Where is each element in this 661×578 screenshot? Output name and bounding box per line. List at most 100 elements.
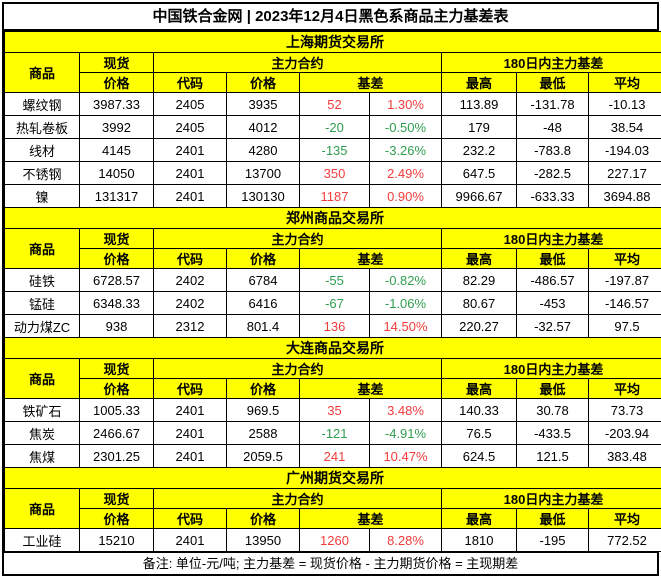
basis-180-avg: 97.5 xyxy=(589,315,661,338)
exchange-section-header: 广州期货交易所 xyxy=(5,468,661,489)
basis-180-low: -32.57 xyxy=(517,315,589,338)
basis-percent: -0.82% xyxy=(370,269,442,292)
col-main-contract: 主力合约 xyxy=(154,489,442,509)
basis-180-high: 179 xyxy=(442,116,517,139)
basis-value: -20 xyxy=(300,116,370,139)
exchange-name: 郑州商品交易所 xyxy=(5,208,661,229)
basis-180-avg: -10.13 xyxy=(589,93,661,116)
contract-code: 2402 xyxy=(154,292,227,315)
commodity-name: 热轧卷板 xyxy=(5,116,80,139)
basis-value: 35 xyxy=(300,399,370,422)
footer-note: 备注: 单位-元/吨; 主力基差 = 现货价格 - 主力期货价格 = 主现期差 xyxy=(4,552,657,574)
commodity-name: 线材 xyxy=(5,139,80,162)
contract-price: 6416 xyxy=(227,292,300,315)
exchange-name: 上海期货交易所 xyxy=(5,32,661,53)
basis-180-low: 121.5 xyxy=(517,445,589,468)
col-spot-price: 价格 xyxy=(80,509,154,529)
col-avg: 平均 xyxy=(589,73,661,93)
contract-price: 969.5 xyxy=(227,399,300,422)
basis-value: -121 xyxy=(300,422,370,445)
basis-180-low: -783.8 xyxy=(517,139,589,162)
basis-percent: 3.48% xyxy=(370,399,442,422)
col-avg: 平均 xyxy=(589,509,661,529)
col-low: 最低 xyxy=(517,249,589,269)
col-low: 最低 xyxy=(517,509,589,529)
basis-percent: 1.30% xyxy=(370,93,442,116)
col-avg: 平均 xyxy=(589,249,661,269)
basis-value: 136 xyxy=(300,315,370,338)
basis-value: 52 xyxy=(300,93,370,116)
basis-180-low: -48 xyxy=(517,116,589,139)
contract-code: 2401 xyxy=(154,139,227,162)
col-commodity: 商品 xyxy=(5,359,80,399)
basis-percent: 10.47% xyxy=(370,445,442,468)
contract-code: 2401 xyxy=(154,399,227,422)
column-header-row-2: 价格代码价格基差最高最低平均 xyxy=(5,379,661,399)
basis-percent: 8.28% xyxy=(370,529,442,552)
col-basis-180: 180日内主力基差 xyxy=(442,489,661,509)
contract-code: 2405 xyxy=(154,93,227,116)
col-high: 最高 xyxy=(442,509,517,529)
contract-price: 13950 xyxy=(227,529,300,552)
commodity-name: 焦炭 xyxy=(5,422,80,445)
spot-price: 6728.57 xyxy=(80,269,154,292)
col-high: 最高 xyxy=(442,73,517,93)
contract-price: 2059.5 xyxy=(227,445,300,468)
col-basis-180: 180日内主力基差 xyxy=(442,359,661,379)
exchange-section-header: 大连商品交易所 xyxy=(5,338,661,359)
spot-price: 2466.67 xyxy=(80,422,154,445)
basis-value: -67 xyxy=(300,292,370,315)
commodity-name: 焦煤 xyxy=(5,445,80,468)
basis-180-avg: 227.17 xyxy=(589,162,661,185)
col-commodity: 商品 xyxy=(5,53,80,93)
basis-180-high: 76.5 xyxy=(442,422,517,445)
basis-180-avg: -194.03 xyxy=(589,139,661,162)
basis-180-high: 82.29 xyxy=(442,269,517,292)
contract-price: 130130 xyxy=(227,185,300,208)
col-spot-price: 价格 xyxy=(80,249,154,269)
col-high: 最高 xyxy=(442,379,517,399)
basis-180-low: -453 xyxy=(517,292,589,315)
basis-180-low: -195 xyxy=(517,529,589,552)
contract-code: 2312 xyxy=(154,315,227,338)
exchange-name: 广州期货交易所 xyxy=(5,468,661,489)
col-main-contract: 主力合约 xyxy=(154,229,442,249)
basis-180-high: 80.67 xyxy=(442,292,517,315)
column-header-row-2: 价格代码价格基差最高最低平均 xyxy=(5,73,661,93)
contract-price: 4012 xyxy=(227,116,300,139)
commodity-name: 工业硅 xyxy=(5,529,80,552)
col-spot: 现货 xyxy=(80,53,154,73)
spot-price: 938 xyxy=(80,315,154,338)
col-contract-price: 价格 xyxy=(227,509,300,529)
basis-180-high: 220.27 xyxy=(442,315,517,338)
col-commodity: 商品 xyxy=(5,229,80,269)
commodity-name: 硅铁 xyxy=(5,269,80,292)
col-contract-code: 代码 xyxy=(154,73,227,93)
col-contract-code: 代码 xyxy=(154,249,227,269)
col-main-contract: 主力合约 xyxy=(154,359,442,379)
basis-percent: -1.06% xyxy=(370,292,442,315)
basis-percent: -3.26% xyxy=(370,139,442,162)
col-basis-180: 180日内主力基差 xyxy=(442,229,661,249)
col-low: 最低 xyxy=(517,73,589,93)
basis-value: 1260 xyxy=(300,529,370,552)
basis-180-high: 624.5 xyxy=(442,445,517,468)
basis-180-low: -282.5 xyxy=(517,162,589,185)
commodity-name: 镍 xyxy=(5,185,80,208)
spot-price: 6348.33 xyxy=(80,292,154,315)
commodity-name: 不锈钢 xyxy=(5,162,80,185)
basis-180-low: -486.57 xyxy=(517,269,589,292)
col-basis-180: 180日内主力基差 xyxy=(442,53,661,73)
basis-percent: 0.90% xyxy=(370,185,442,208)
